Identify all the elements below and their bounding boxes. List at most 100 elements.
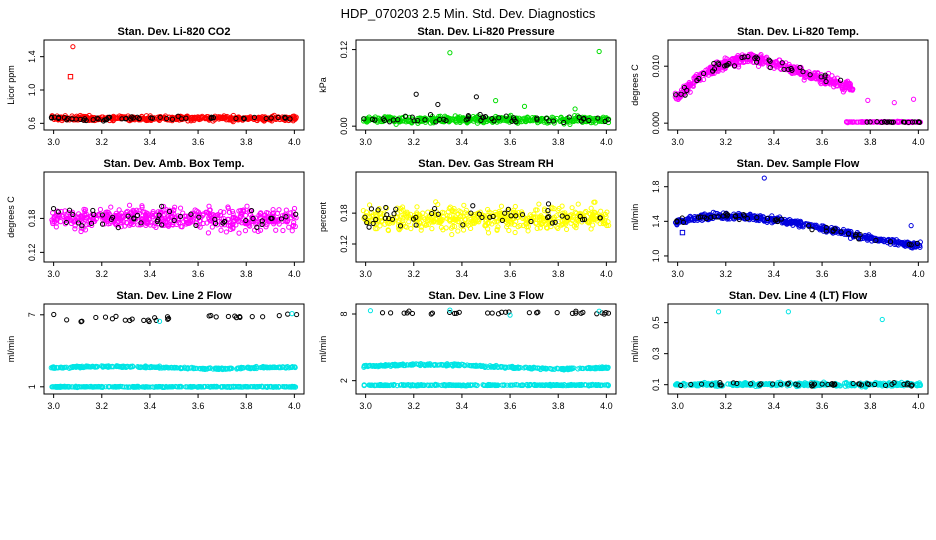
svg-text:3.6: 3.6 — [504, 137, 517, 147]
plot-canvas-line4-lt-flow: Stan. Dev. Line 4 (LT) Flow ml/min 3.0 3.… — [630, 290, 929, 411]
subplot-li820-temp: Stan. Dev. Li-820 Temp. degrees C 3.0 3.2… — [624, 24, 936, 156]
svg-text:3.0: 3.0 — [47, 401, 60, 411]
y-axis-label: percent — [318, 201, 328, 232]
svg-text:3.4: 3.4 — [144, 401, 157, 411]
svg-text:1.8: 1.8 — [651, 180, 661, 193]
svg-text:3.2: 3.2 — [408, 137, 421, 147]
svg-text:3.8: 3.8 — [864, 269, 877, 279]
svg-text:3.4: 3.4 — [456, 137, 469, 147]
plot-canvas-amb-box-temp: Stan. Dev. Amb. Box Temp. degrees C 3.0 3… — [6, 158, 305, 279]
svg-text:3.6: 3.6 — [504, 269, 517, 279]
plot-canvas-line2-flow: Stan. Dev. Line 2 Flow ml/min 3.0 3.2 3.4 3… — [6, 290, 305, 411]
y-axis-label: ml/min — [318, 336, 328, 363]
svg-text:3.4: 3.4 — [768, 401, 781, 411]
subplot-li820-pressure: Stan. Dev. Li-820 Pressure kPa 3.0 3.2 3.4… — [312, 24, 624, 156]
svg-text:3.2: 3.2 — [408, 269, 421, 279]
svg-text:0.000: 0.000 — [651, 112, 661, 135]
y-axis-label: degrees C — [6, 196, 16, 238]
svg-text:3.6: 3.6 — [816, 137, 829, 147]
svg-text:3.2: 3.2 — [96, 137, 109, 147]
subplot-amb-box-temp: Stan. Dev. Amb. Box Temp. degrees C 3.0 3… — [0, 156, 312, 288]
svg-text:4.0: 4.0 — [600, 269, 613, 279]
figure-title: HDP_070203 2.5 Min. Std. Dev. Diagnostic… — [340, 6, 596, 21]
svg-text:3.6: 3.6 — [192, 401, 205, 411]
svg-text:3.4: 3.4 — [144, 269, 157, 279]
svg-text:1.4: 1.4 — [27, 50, 37, 63]
svg-text:3.2: 3.2 — [96, 269, 109, 279]
svg-text:3.0: 3.0 — [359, 137, 372, 147]
svg-text:3.8: 3.8 — [552, 401, 565, 411]
svg-text:1: 1 — [27, 384, 37, 389]
svg-text:0.00: 0.00 — [339, 117, 349, 135]
y-axis-label: ml/min — [6, 336, 16, 363]
svg-text:4.0: 4.0 — [600, 137, 613, 147]
y-axis-label: ml/min — [630, 204, 640, 231]
svg-text:3.2: 3.2 — [720, 269, 733, 279]
svg-text:4.0: 4.0 — [288, 269, 301, 279]
svg-text:3.8: 3.8 — [552, 269, 565, 279]
plot-title: Stan. Dev. Gas Stream RH — [418, 158, 554, 170]
svg-text:7: 7 — [27, 312, 37, 317]
svg-text:3.8: 3.8 — [240, 137, 253, 147]
svg-text:3.2: 3.2 — [408, 401, 421, 411]
svg-text:0.12: 0.12 — [27, 244, 37, 262]
plot-canvas-li820-temp: Stan. Dev. Li-820 Temp. degrees C 3.0 3.2… — [630, 26, 929, 147]
svg-text:3.2: 3.2 — [720, 401, 733, 411]
diagnostics-figure: HDP_070203 2.5 Min. Std. Dev. Diagnostic… — [0, 6, 936, 420]
svg-text:3.0: 3.0 — [671, 401, 684, 411]
subplot-sample-flow: Stan. Dev. Sample Flow ml/min 3.0 3.2 3.4 3… — [624, 156, 936, 288]
svg-text:3.6: 3.6 — [192, 269, 205, 279]
svg-text:3.0: 3.0 — [359, 269, 372, 279]
svg-text:3.4: 3.4 — [456, 401, 469, 411]
svg-text:0.3: 0.3 — [651, 347, 661, 360]
svg-text:3.4: 3.4 — [144, 137, 157, 147]
svg-text:3.0: 3.0 — [359, 401, 372, 411]
plot-title: Stan. Dev. Line 3 Flow — [428, 290, 544, 302]
svg-text:0.12: 0.12 — [339, 235, 349, 253]
svg-text:3.8: 3.8 — [864, 401, 877, 411]
subplot-line3-flow: Stan. Dev. Line 3 Flow ml/min 3.0 3.2 3.4 3… — [312, 288, 624, 420]
svg-text:0.12: 0.12 — [339, 41, 349, 59]
svg-text:0.010: 0.010 — [651, 55, 661, 78]
plot-title: Stan. Dev. Amb. Box Temp. — [104, 158, 245, 170]
svg-text:3.2: 3.2 — [96, 401, 109, 411]
svg-text:1.0: 1.0 — [27, 84, 37, 97]
subplot-gas-stream-rh: Stan. Dev. Gas Stream RH percent 3.0 3.2 3… — [312, 156, 624, 288]
subplot-line2-flow: Stan. Dev. Line 2 Flow ml/min 3.0 3.2 3.4 3… — [0, 288, 312, 420]
svg-text:4.0: 4.0 — [288, 401, 301, 411]
svg-text:0.18: 0.18 — [339, 204, 349, 222]
plot-grid: Stan. Dev. Li-820 CO2 Licor ppm 3.0 3.2 3.… — [0, 24, 936, 420]
svg-text:3.0: 3.0 — [671, 269, 684, 279]
y-axis-label: kPa — [318, 77, 328, 93]
svg-text:8: 8 — [339, 311, 349, 316]
svg-text:4.0: 4.0 — [912, 269, 925, 279]
svg-text:3.6: 3.6 — [816, 401, 829, 411]
plot-title: Stan. Dev. Sample Flow — [737, 158, 860, 170]
plot-title: Stan. Dev. Li-820 CO2 — [118, 26, 231, 38]
svg-text:3.0: 3.0 — [47, 137, 60, 147]
svg-text:0.5: 0.5 — [651, 316, 661, 329]
plot-title: Stan. Dev. Li-820 Pressure — [417, 26, 554, 38]
svg-text:3.4: 3.4 — [768, 269, 781, 279]
y-axis-label: degrees C — [630, 64, 640, 106]
subplot-line4-lt-flow: Stan. Dev. Line 4 (LT) Flow ml/min 3.0 3.… — [624, 288, 936, 420]
plot-canvas-line3-flow: Stan. Dev. Line 3 Flow ml/min 3.0 3.2 3.4 3… — [318, 290, 617, 411]
svg-text:2: 2 — [339, 378, 349, 383]
svg-text:3.6: 3.6 — [504, 401, 517, 411]
plot-canvas-gas-stream-rh: Stan. Dev. Gas Stream RH percent 3.0 3.2 3… — [318, 158, 617, 279]
svg-text:0.6: 0.6 — [27, 117, 37, 130]
svg-text:3.6: 3.6 — [816, 269, 829, 279]
svg-text:3.8: 3.8 — [864, 137, 877, 147]
svg-text:3.0: 3.0 — [47, 269, 60, 279]
svg-text:4.0: 4.0 — [600, 401, 613, 411]
y-axis-label: ml/min — [630, 336, 640, 363]
svg-text:3.6: 3.6 — [192, 137, 205, 147]
svg-text:3.8: 3.8 — [240, 401, 253, 411]
plot-canvas-li820-pressure: Stan. Dev. Li-820 Pressure kPa 3.0 3.2 3.4… — [318, 26, 617, 147]
svg-text:3.2: 3.2 — [720, 137, 733, 147]
svg-text:3.8: 3.8 — [552, 137, 565, 147]
plot-canvas-sample-flow: Stan. Dev. Sample Flow ml/min 3.0 3.2 3.4 3… — [630, 158, 929, 279]
plot-title: Stan. Dev. Line 2 Flow — [116, 290, 232, 302]
plot-canvas-li820-co2: Stan. Dev. Li-820 CO2 Licor ppm 3.0 3.2 3.… — [6, 26, 305, 147]
svg-text:1.4: 1.4 — [651, 215, 661, 228]
